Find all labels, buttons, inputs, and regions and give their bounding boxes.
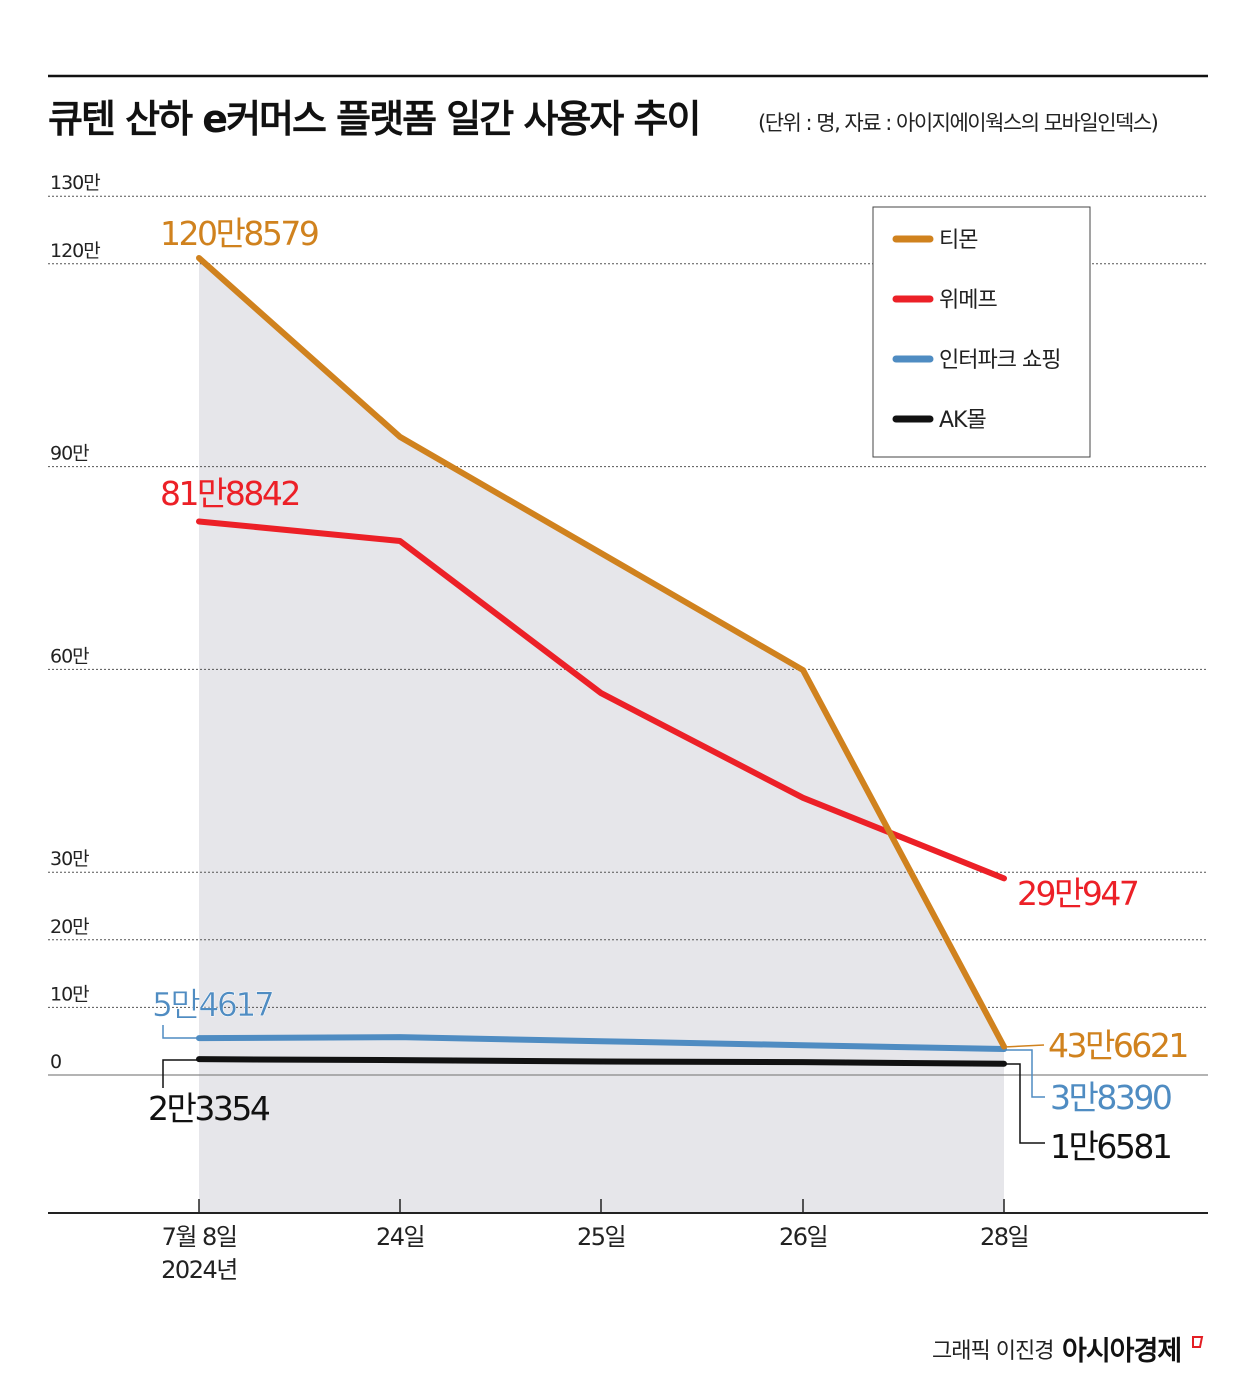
leader-interpark-start [162, 1025, 199, 1039]
x-tick-label: 24일 [376, 1223, 424, 1251]
x-tick-label: 2024년 [161, 1256, 237, 1284]
data-label-interpark-start: 5만4617 [152, 985, 273, 1024]
y-tick-label: 10만 [50, 983, 89, 1005]
chart-subtitle: (단위 : 명, 자료 : 아이지에이웍스의 모바일인덱스) [758, 111, 1158, 135]
data-label-interpark-end: 3만8390 [1050, 1078, 1171, 1117]
data-label-timon-start: 120만8579 [160, 214, 318, 253]
x-tick-label: 28일 [980, 1223, 1028, 1251]
y-tick-label: 120만 [50, 240, 100, 262]
y-tick-label: 90만 [50, 443, 89, 465]
y-tick-label: 130만 [50, 172, 100, 194]
legend-label: 위메프 [939, 288, 997, 313]
legend-label: 인터파크 쇼핑 [939, 348, 1060, 373]
leader-interpark-end [1004, 1049, 1045, 1098]
brand-logo: 아시아경제 [1062, 1336, 1181, 1367]
y-tick-label: 30만 [50, 848, 89, 870]
data-label-ak-end: 1만6581 [1050, 1127, 1170, 1166]
y-tick-label: 20만 [50, 916, 89, 938]
data-label-ak-start: 2만3354 [148, 1089, 270, 1128]
leader-ak-start [162, 1059, 199, 1088]
data-label-timon-end: 43만6621 [1048, 1026, 1187, 1065]
credit: 그래픽 이진경 [932, 1339, 1053, 1364]
x-tick-label: 26일 [779, 1223, 827, 1251]
data-label-wemakeprice-start: 81만8842 [160, 474, 299, 513]
leader-ak-end [1004, 1063, 1045, 1144]
brand-mark-icon [1192, 1336, 1204, 1348]
y-tick-label: 0 [50, 1051, 61, 1073]
y-tick-label: 60만 [50, 645, 89, 667]
x-tick-label: 25일 [577, 1223, 625, 1251]
x-tick-label: 7월 8일 [162, 1223, 237, 1251]
data-label-wemakeprice-end: 29만947 [1017, 874, 1138, 913]
area-fill [199, 257, 1004, 1213]
legend-box [872, 206, 1091, 458]
chart-title: 큐텐 산하 e커머스 플랫폼 일간 사용자 추이 [48, 97, 699, 141]
legend-label: AK몰 [939, 408, 986, 433]
legend-label: 티몬 [939, 228, 978, 253]
leader-timon-end [1003, 1044, 1045, 1048]
